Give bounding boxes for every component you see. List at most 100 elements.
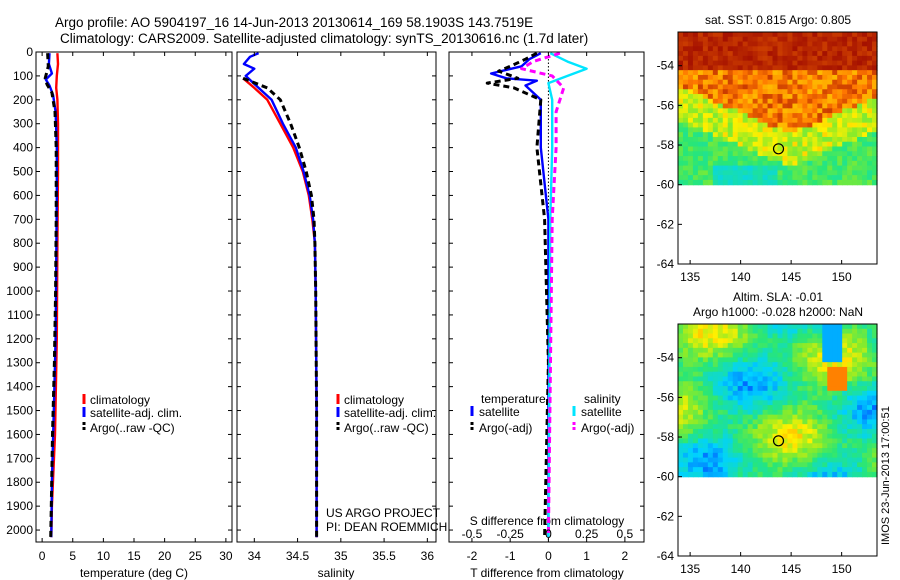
heatmap-cell	[817, 366, 823, 373]
heatmap-cell	[762, 151, 769, 157]
heatmap-cell	[757, 414, 764, 421]
heatmap-cell	[707, 79, 714, 86]
heatmap-cell	[857, 36, 863, 43]
heatmap-cell	[832, 462, 838, 468]
heatmap-cell	[802, 414, 808, 421]
argo-location-marker	[772, 143, 785, 155]
heatmap-cell	[732, 438, 739, 444]
heatmap-cell	[807, 65, 813, 71]
heatmap-cell	[837, 457, 843, 463]
heatmap-cell	[742, 448, 749, 454]
heatmap-cell	[772, 108, 779, 114]
heatmap-cell	[802, 462, 808, 468]
heatmap-cell	[722, 156, 729, 162]
legend-label: Argo(-adj)	[581, 421, 634, 435]
heatmap-cell	[702, 324, 709, 330]
heatmap-cell	[712, 443, 719, 449]
heatmap-cell	[847, 98, 853, 105]
heatmap-cell	[772, 65, 779, 71]
heatmap-cell	[737, 448, 744, 454]
heatmap-cell	[842, 113, 848, 119]
heatmap-cell	[687, 179, 694, 186]
heatmap-cell	[737, 405, 744, 411]
heatmap-cell	[862, 352, 868, 358]
heatmap-cell	[697, 113, 704, 119]
heatmap-cell	[857, 113, 863, 119]
heatmap-cell	[767, 381, 774, 387]
heatmap-cell	[792, 428, 798, 435]
heatmap-cell	[692, 366, 699, 373]
heatmap-cell	[802, 390, 808, 397]
heatmap-cell	[797, 338, 803, 344]
heatmap-cell	[852, 141, 858, 148]
heatmap-cell	[832, 452, 838, 459]
sla-map-title-line2: Argo h1000: -0.028 h2000: NaN	[693, 305, 863, 319]
heatmap-cell	[817, 165, 823, 171]
heatmap-cell	[867, 338, 873, 344]
heatmap-cell	[702, 94, 709, 100]
heatmap-cell	[827, 94, 833, 100]
heatmap-cell	[727, 438, 734, 444]
heatmap-cell	[732, 409, 739, 416]
heatmap-cell	[737, 333, 744, 339]
heatmap-cell	[807, 381, 813, 387]
heatmap-cell	[687, 371, 694, 378]
heatmap-cell	[857, 60, 863, 66]
heatmap-cell	[817, 371, 823, 378]
heatmap-cell	[732, 357, 739, 363]
heatmap-cell	[872, 376, 878, 382]
heatmap-cell	[757, 136, 764, 143]
heatmap-cell	[827, 84, 833, 90]
heatmap-cell	[797, 113, 803, 119]
heatmap-cell	[782, 457, 789, 463]
heatmap-cell	[707, 381, 714, 387]
heatmap-cell	[792, 386, 798, 392]
heatmap-cell	[797, 170, 803, 176]
heatmap-cell	[862, 428, 868, 435]
heatmap-cell	[847, 141, 853, 148]
heatmap-cell	[732, 347, 739, 354]
heatmap-cell	[817, 390, 823, 397]
heatmap-cell	[802, 122, 808, 129]
heatmap-cell	[817, 433, 823, 440]
heatmap-cell	[802, 170, 808, 176]
heatmap-cell	[717, 471, 724, 478]
heatmap-cell	[782, 395, 789, 401]
heatmap-cell	[842, 452, 848, 459]
heatmap-cell	[862, 471, 868, 478]
heatmap-cell	[837, 343, 843, 349]
heatmap-cell	[712, 170, 719, 176]
heatmap-cell	[747, 347, 754, 354]
heatmap-cell	[777, 333, 784, 339]
heatmap-cell	[727, 376, 734, 382]
heatmap-cell	[812, 462, 818, 468]
heatmap-cell	[682, 32, 689, 38]
heatmap-cell	[747, 122, 754, 129]
heatmap-cell	[787, 127, 794, 133]
heatmap-cell	[822, 338, 828, 344]
heatmap-cell	[752, 113, 759, 119]
heatmap-cell	[847, 324, 853, 330]
y-tick-label: 2000	[6, 523, 33, 537]
heatmap-cell	[737, 362, 744, 368]
heatmap-cell	[807, 141, 813, 148]
heatmap-cell	[777, 343, 784, 349]
x-tick-label: 34	[248, 549, 262, 563]
heatmap-cell	[757, 366, 764, 373]
heatmap-cell	[737, 156, 744, 162]
map-frame	[677, 31, 878, 265]
heatmap-cell	[682, 452, 689, 459]
heatmap-cell	[722, 51, 729, 57]
axes-frame	[35, 51, 233, 543]
heatmap-cell	[678, 414, 684, 421]
heatmap-cell	[812, 457, 818, 463]
heatmap-cell	[872, 65, 878, 71]
heatmap-cell	[787, 362, 794, 368]
heatmap-cell	[722, 395, 729, 401]
heatmap-cell	[697, 160, 704, 167]
heatmap-cell	[757, 94, 764, 100]
heatmap-cell	[682, 136, 689, 143]
heatmap-cell	[687, 136, 694, 143]
heatmap-cell	[852, 127, 858, 133]
heatmap-cell	[872, 151, 878, 157]
